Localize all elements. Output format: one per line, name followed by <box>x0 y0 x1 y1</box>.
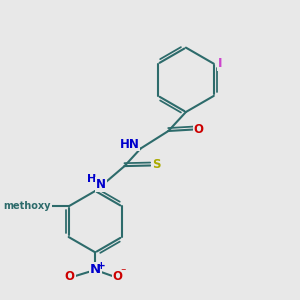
Text: N: N <box>90 263 101 276</box>
Text: O: O <box>113 270 123 283</box>
Text: +: + <box>97 261 106 271</box>
Text: O: O <box>194 123 203 136</box>
Text: HN: HN <box>119 138 140 151</box>
Text: I: I <box>218 57 223 70</box>
Text: O: O <box>35 200 45 213</box>
Text: ⁻: ⁻ <box>120 267 125 277</box>
Text: O: O <box>65 270 75 283</box>
Text: S: S <box>152 158 160 170</box>
Text: H: H <box>87 174 96 184</box>
Text: N: N <box>96 178 106 191</box>
Text: methoxy: methoxy <box>3 201 51 211</box>
